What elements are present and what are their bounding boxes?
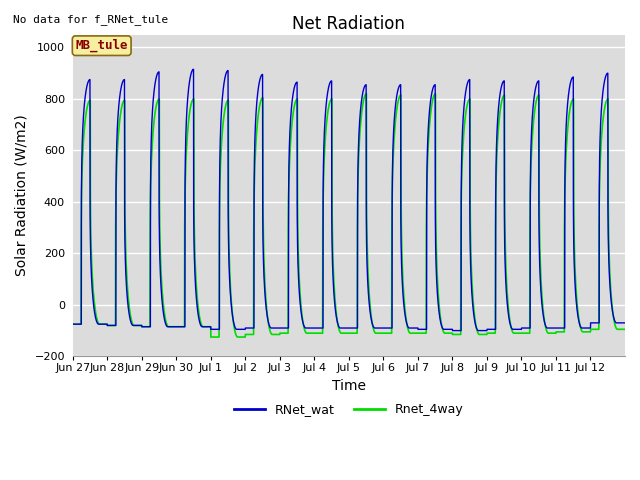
Legend: RNet_wat, Rnet_4way: RNet_wat, Rnet_4way — [229, 398, 468, 421]
Y-axis label: Solar Radiation (W/m2): Solar Radiation (W/m2) — [15, 115, 29, 276]
Text: No data for f_RNet_tule: No data for f_RNet_tule — [13, 14, 168, 25]
X-axis label: Time: Time — [332, 379, 366, 393]
Text: MB_tule: MB_tule — [76, 39, 128, 52]
Title: Net Radiation: Net Radiation — [292, 15, 405, 33]
